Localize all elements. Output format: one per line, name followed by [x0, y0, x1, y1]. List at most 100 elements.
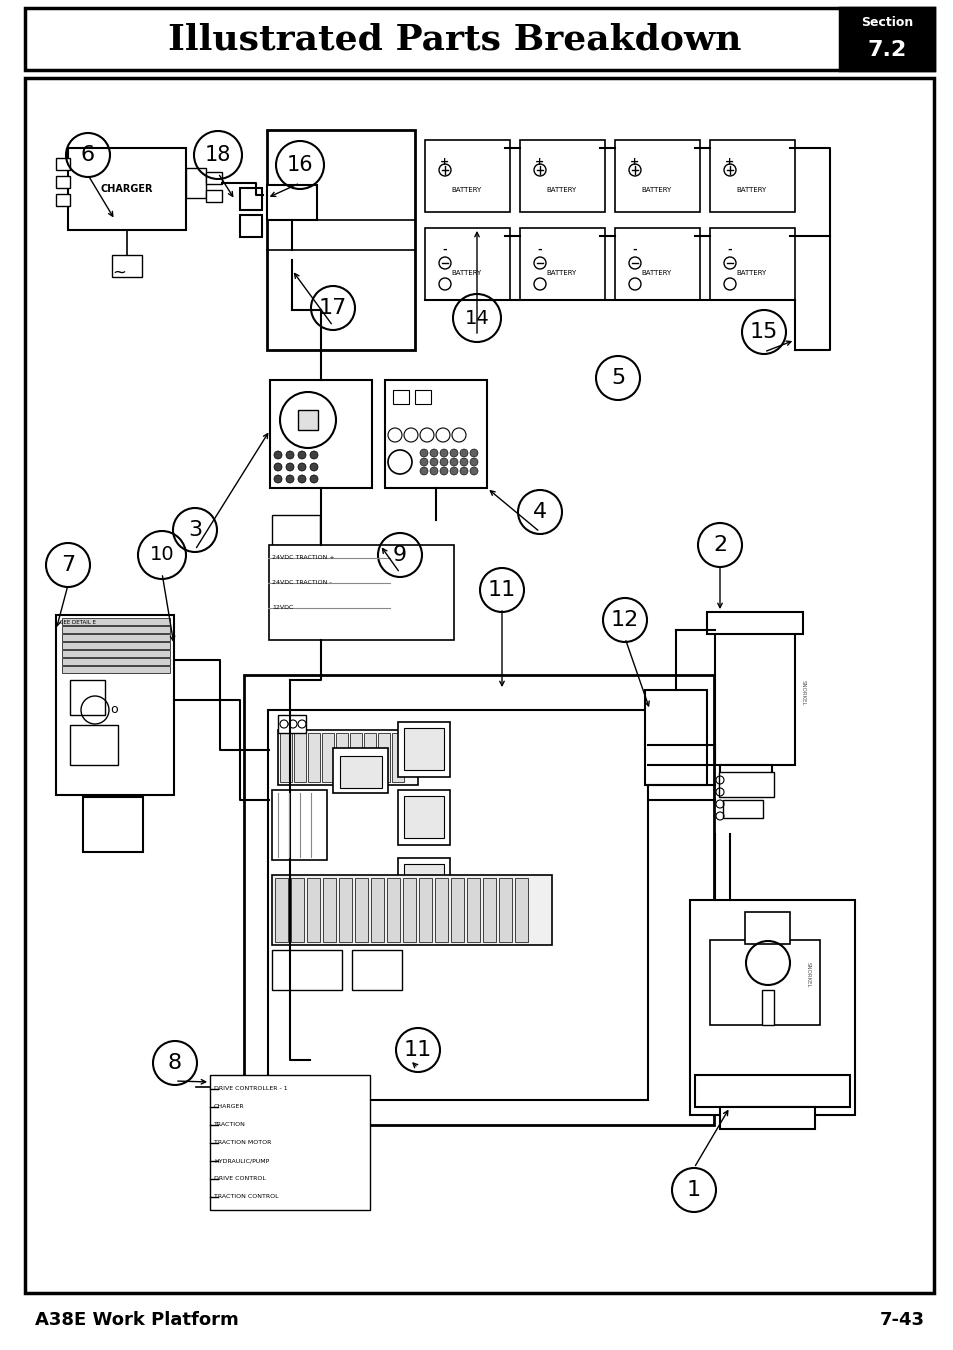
Bar [744, 913, 789, 944]
Bar [364, 733, 375, 782]
Bar [761, 990, 773, 1025]
Text: BATTERY: BATTERY [546, 270, 577, 275]
Text: DRIVE CONTROL: DRIVE CONTROL [213, 1176, 266, 1181]
Bar [206, 171, 222, 184]
Bar [322, 733, 334, 782]
Text: 17: 17 [318, 298, 347, 319]
Bar [70, 725, 118, 765]
Bar [267, 130, 415, 350]
Text: Illustrated Parts Breakdown: Illustrated Parts Breakdown [168, 22, 741, 55]
Bar [371, 878, 384, 942]
Bar [56, 176, 70, 188]
Bar [519, 140, 604, 212]
Text: 11: 11 [403, 1040, 432, 1060]
Circle shape [430, 450, 437, 458]
Circle shape [286, 451, 294, 459]
Circle shape [297, 451, 306, 459]
Text: 7-43: 7-43 [879, 1311, 924, 1328]
Text: BATTERY: BATTERY [736, 270, 766, 275]
Bar [269, 545, 454, 640]
Text: BATTERY: BATTERY [641, 270, 672, 275]
Bar [56, 616, 173, 795]
Bar [498, 878, 512, 942]
Bar [377, 733, 390, 782]
Bar [403, 864, 443, 906]
Bar [339, 756, 381, 788]
Circle shape [430, 458, 437, 466]
Bar [210, 1075, 370, 1210]
Text: o: o [111, 703, 117, 717]
Bar [272, 514, 319, 545]
Text: BATTERY: BATTERY [736, 188, 766, 193]
Bar [338, 878, 352, 942]
Text: SEE DETAIL E: SEE DETAIL E [60, 620, 96, 625]
Bar [333, 748, 388, 792]
Bar [335, 733, 348, 782]
Bar [482, 878, 496, 942]
Text: -: - [632, 244, 637, 255]
Circle shape [439, 458, 448, 466]
Bar [267, 185, 316, 220]
Text: -: - [442, 244, 447, 255]
Text: 7.2: 7.2 [866, 40, 905, 59]
Circle shape [459, 467, 468, 475]
Bar [268, 710, 647, 1100]
Bar [62, 634, 170, 641]
Bar [403, 728, 443, 770]
Circle shape [439, 450, 448, 458]
Text: 12VDC: 12VDC [272, 606, 294, 610]
Bar [387, 878, 399, 942]
Bar [424, 140, 510, 212]
Bar [83, 796, 143, 852]
Circle shape [450, 450, 457, 458]
Text: 18: 18 [205, 144, 231, 165]
Circle shape [310, 475, 317, 483]
Bar [644, 690, 706, 784]
Text: BATTERY: BATTERY [452, 188, 481, 193]
Bar [424, 228, 510, 300]
Bar [186, 167, 206, 198]
Text: 8: 8 [168, 1053, 182, 1073]
Bar [62, 643, 170, 649]
Circle shape [470, 458, 477, 466]
Text: 12: 12 [610, 610, 639, 630]
Bar [206, 190, 222, 202]
Text: SNORKEL: SNORKEL [800, 680, 804, 706]
Bar [56, 194, 70, 207]
Text: BATTERY: BATTERY [641, 188, 672, 193]
Text: 9: 9 [393, 545, 407, 566]
Text: 5: 5 [610, 369, 624, 387]
Text: 7: 7 [61, 555, 75, 575]
Bar [355, 878, 368, 942]
Bar [397, 790, 450, 845]
Bar [280, 733, 292, 782]
Circle shape [450, 458, 457, 466]
Bar [294, 733, 306, 782]
Bar [112, 255, 142, 277]
Bar [70, 680, 105, 716]
Bar [62, 649, 170, 657]
Bar [274, 878, 288, 942]
Bar [240, 188, 262, 211]
Text: 15: 15 [749, 323, 778, 342]
Bar [393, 390, 409, 404]
Bar [68, 148, 186, 230]
Bar [615, 228, 700, 300]
Bar [722, 801, 762, 818]
Bar [240, 215, 262, 238]
Text: 14: 14 [464, 309, 489, 328]
Bar [467, 878, 479, 942]
Bar [695, 1075, 849, 1107]
Bar [515, 878, 527, 942]
Text: +: + [535, 157, 544, 167]
Text: HYDRAULIC/PUMP: HYDRAULIC/PUMP [213, 1158, 269, 1164]
Bar [714, 620, 794, 765]
Bar [25, 8, 933, 70]
Bar [244, 675, 713, 1125]
Circle shape [310, 451, 317, 459]
Text: 16: 16 [287, 155, 313, 176]
Circle shape [297, 475, 306, 483]
Circle shape [310, 463, 317, 471]
Bar [323, 878, 335, 942]
Text: +: + [724, 157, 734, 167]
